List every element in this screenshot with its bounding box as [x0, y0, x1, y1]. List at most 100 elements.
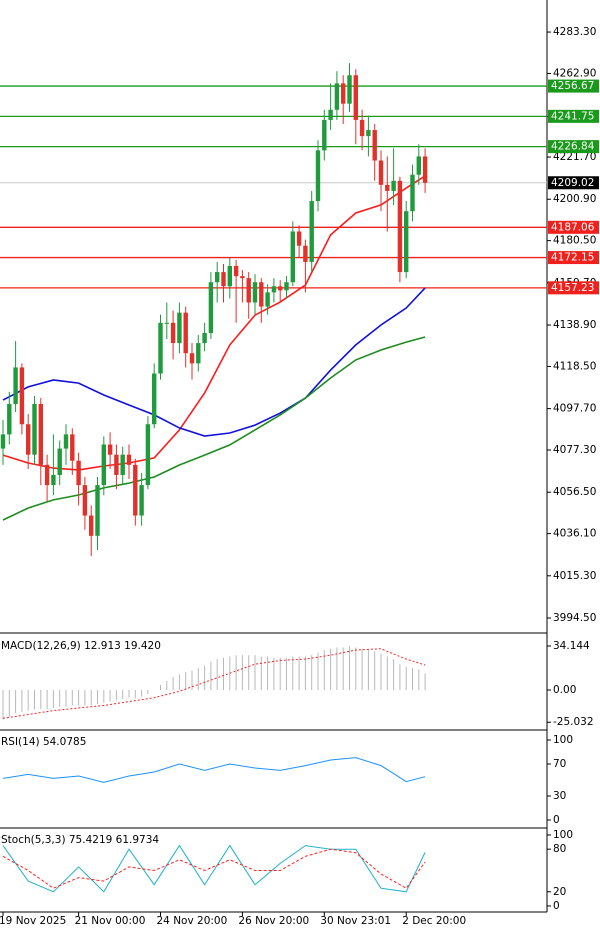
y-tick-label: 4015.30 [553, 570, 596, 582]
candle-body [152, 373, 157, 425]
y-tick-label: 3994.50 [553, 612, 596, 624]
candle-body [196, 343, 201, 364]
candle-body [278, 286, 283, 291]
y-tick-label: 20 [553, 886, 566, 898]
candle-body [202, 332, 207, 344]
candle-body [322, 119, 327, 151]
candle-body [391, 180, 396, 191]
candle-body [372, 130, 377, 161]
candle-body [89, 515, 94, 536]
candle-body [208, 282, 214, 333]
candle-body [114, 454, 119, 475]
candle-body [76, 460, 81, 486]
indicator-line [2, 848, 426, 889]
level-label: 4172.15 [551, 252, 594, 264]
candle-body [120, 454, 125, 475]
y-tick-label: 4200.90 [553, 193, 596, 205]
y-tick-label: 4056.50 [553, 486, 596, 498]
candle-body [315, 150, 321, 202]
candle-body [51, 474, 56, 486]
candle-body [133, 464, 138, 516]
candle-body [259, 282, 264, 307]
indicator-line [2, 336, 426, 521]
candle-body [290, 231, 295, 283]
indicator-line [2, 757, 426, 783]
candle-body [284, 282, 289, 291]
indicator-line [2, 287, 426, 437]
candle-body [353, 75, 358, 120]
y-tick-label: 4138.90 [553, 319, 596, 331]
current-price-box [548, 176, 599, 190]
indicator-line [2, 175, 426, 471]
candle-body [170, 322, 176, 344]
x-tick-label: 26 Nov 20:00 [238, 915, 309, 927]
x-tick-label: 19 Nov 2025 [0, 915, 66, 927]
candle-body [70, 434, 75, 461]
y-tick-label: 4180.50 [553, 235, 596, 247]
candle-body [252, 282, 258, 303]
candle-body [189, 353, 195, 364]
x-tick-label: 30 Nov 23:01 [320, 915, 391, 927]
candle-body [303, 245, 308, 262]
candle-body [183, 312, 188, 354]
candle-body [158, 322, 163, 374]
level-label-box [548, 79, 599, 93]
level-label-box [548, 140, 599, 154]
candle-body [38, 403, 43, 465]
level-label: 4157.23 [551, 282, 594, 294]
candle-body [404, 211, 409, 273]
level-label-box [548, 220, 599, 234]
current-price-label: 4209.02 [551, 177, 594, 189]
level-label-box [548, 109, 599, 123]
candle-body [366, 130, 371, 137]
candle-body [265, 292, 270, 307]
y-tick-label: 4221.70 [553, 151, 596, 163]
candle-body [221, 272, 226, 287]
candle-body [7, 403, 12, 435]
candle-body [240, 276, 245, 279]
candle-body [215, 272, 220, 283]
candle-body [385, 184, 390, 191]
y-tick-label: 4118.50 [553, 360, 596, 372]
x-tick-label: 24 Nov 20:00 [157, 915, 228, 927]
candle-body [416, 156, 421, 175]
y-tick-label: 4077.30 [553, 444, 596, 456]
y-tick-label: 30 [553, 790, 566, 802]
y-tick-label: 0 [553, 814, 560, 826]
candle-body [328, 109, 333, 120]
candle-body [63, 434, 69, 449]
candle-body [32, 403, 37, 455]
candle-body [347, 75, 352, 104]
candle-body [82, 485, 88, 516]
candle-body [13, 367, 18, 404]
y-tick-label: 4262.90 [553, 67, 596, 79]
candle-body [19, 367, 25, 425]
y-tick-label: 80 [553, 843, 566, 855]
candle-body [410, 174, 415, 212]
candle-body [296, 231, 302, 246]
y-tick-label: 100 [553, 734, 573, 746]
level-label: 4226.84 [551, 141, 595, 153]
indicator-line [2, 648, 426, 719]
candle-body [177, 312, 182, 344]
candle-body [139, 485, 144, 516]
candle-body [341, 83, 346, 104]
candle-body [334, 83, 340, 110]
candle-body [26, 424, 31, 455]
y-tick-label: 4283.30 [553, 26, 596, 38]
candle-body [233, 265, 239, 277]
level-label: 4241.75 [551, 110, 594, 122]
candle-body [309, 201, 314, 262]
x-tick-label: 2 Dec 20:00 [402, 915, 466, 927]
y-tick-label: 70 [553, 758, 566, 770]
candle-body [422, 156, 428, 183]
candle-body [246, 278, 251, 303]
candle-body [107, 444, 113, 455]
y-tick-label: 4097.70 [553, 403, 596, 415]
candle-body [101, 444, 106, 486]
indicator-title: RSI(14) 54.0785 [1, 736, 86, 748]
candle-body [145, 424, 151, 486]
y-tick-label: 100 [553, 829, 573, 841]
candle-body [44, 464, 50, 486]
